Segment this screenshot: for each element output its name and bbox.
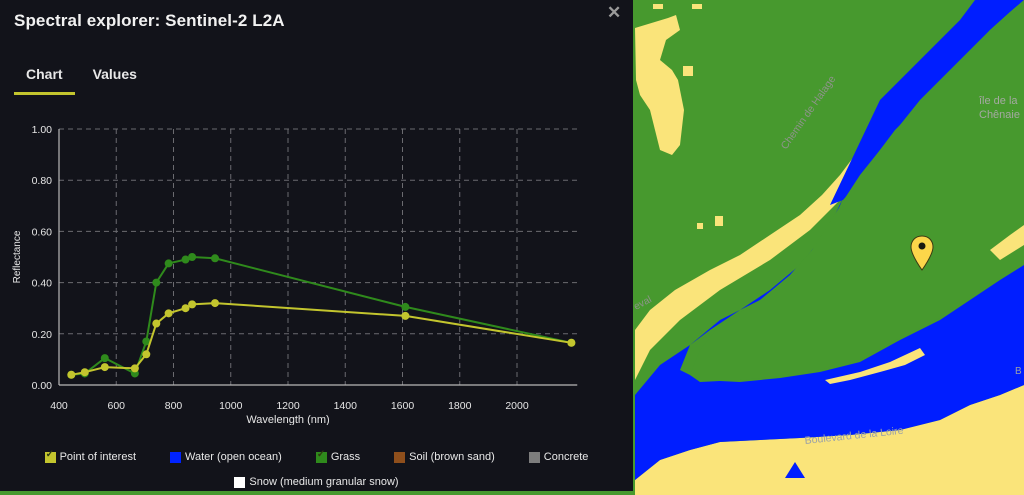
data-point[interactable]	[152, 278, 161, 287]
legend-item-water[interactable]: Water (open ocean)	[170, 451, 282, 463]
data-point[interactable]	[142, 350, 151, 359]
x-tick-label: 1400	[334, 400, 358, 412]
data-point[interactable]	[188, 253, 197, 261]
y-tick-label: 0.80	[32, 175, 53, 187]
data-point[interactable]	[100, 354, 109, 363]
checkbox-checked-icon[interactable]	[44, 449, 56, 463]
data-point[interactable]	[567, 338, 576, 347]
data-point[interactable]	[211, 299, 220, 308]
legend-label: Soil (brown sand)	[409, 451, 495, 463]
tab-chart[interactable]: Chart	[14, 64, 75, 95]
chart-series	[67, 253, 576, 379]
legend-label: Snow (medium granular snow)	[249, 476, 399, 488]
x-tick-label: 2000	[505, 400, 529, 412]
chart-grid	[59, 128, 578, 385]
chart-ticks: 0.00 0.20 0.40 0.60 0.80 1.00 400 600 800 1000 120…	[32, 124, 529, 412]
legend-label: Grass	[330, 451, 361, 463]
y-tick-label: 0.60	[32, 226, 53, 238]
x-tick-label: 400	[50, 400, 68, 412]
data-point[interactable]	[130, 364, 139, 373]
x-tick-label: 600	[107, 400, 125, 412]
data-point[interactable]	[401, 302, 410, 311]
x-tick-label: 1800	[448, 400, 472, 412]
tab-bar: Chart Values	[14, 64, 155, 95]
legend-item-soil[interactable]: Soil (brown sand)	[394, 451, 495, 463]
legend-label: Point of interest	[59, 451, 137, 463]
x-tick-label: 1600	[391, 400, 415, 412]
spectral-chart: 0.00 0.20 0.40 0.60 0.80 1.00 400 600 800 1000 120…	[12, 124, 578, 425]
chart-legend: Point of interest Water (open ocean) Grass…	[0, 449, 633, 463]
legend-item-concrete[interactable]: Concrete	[528, 451, 589, 463]
x-tick-label: 1000	[219, 400, 243, 412]
data-point[interactable]	[211, 254, 220, 263]
chart-axes	[58, 129, 578, 386]
map-label-ile-1: île de la	[978, 95, 1018, 107]
y-tick-label: 1.00	[32, 124, 53, 136]
series-grass	[67, 253, 576, 379]
legend-item-grass[interactable]: Grass	[315, 449, 361, 463]
spectral-explorer-panel: Spectral explorer: Sentinel-2 L2A ✕ Char…	[0, 0, 633, 491]
y-tick-label: 0.00	[32, 380, 53, 392]
legend-item-point[interactable]: Point of interest	[44, 449, 137, 463]
checkbox-checked-icon[interactable]	[315, 449, 327, 463]
y-axis-label: Reflectance	[12, 230, 23, 283]
grass-island	[690, 0, 1024, 382]
data-point[interactable]	[80, 368, 89, 377]
map-pin-icon[interactable]	[909, 234, 935, 274]
data-point[interactable]	[152, 319, 161, 328]
legend-label: Water (open ocean)	[185, 451, 282, 463]
panel-title: Spectral explorer: Sentinel-2 L2A	[14, 11, 285, 30]
x-axis-label: Wavelength (nm)	[246, 414, 329, 425]
legend-label: Concrete	[543, 451, 589, 463]
checkbox-icon[interactable]	[170, 451, 182, 463]
checkbox-icon[interactable]	[234, 476, 246, 488]
close-icon[interactable]: ✕	[607, 3, 622, 22]
map-label-b: B	[1015, 366, 1022, 377]
data-point[interactable]	[181, 304, 190, 313]
data-point[interactable]	[164, 259, 173, 268]
map-label-ile-2: Chênaie	[979, 109, 1020, 121]
x-tick-label: 1200	[276, 400, 300, 412]
legend-item-snow[interactable]: Snow (medium granular snow)	[234, 476, 399, 488]
checkbox-icon[interactable]	[528, 451, 540, 463]
y-tick-label: 0.20	[32, 329, 53, 341]
x-tick-label: 800	[165, 400, 183, 412]
data-point[interactable]	[67, 370, 76, 379]
water-river	[635, 0, 1024, 480]
checkbox-icon[interactable]	[394, 451, 406, 463]
series-point-of-interest	[67, 299, 576, 379]
data-point[interactable]	[401, 311, 410, 320]
data-point[interactable]	[142, 337, 151, 346]
tab-values[interactable]: Values	[92, 66, 137, 82]
data-point[interactable]	[164, 309, 173, 318]
data-point[interactable]	[188, 300, 197, 309]
data-point[interactable]	[181, 255, 190, 264]
data-point[interactable]	[100, 363, 109, 372]
y-tick-label: 0.40	[32, 278, 53, 290]
